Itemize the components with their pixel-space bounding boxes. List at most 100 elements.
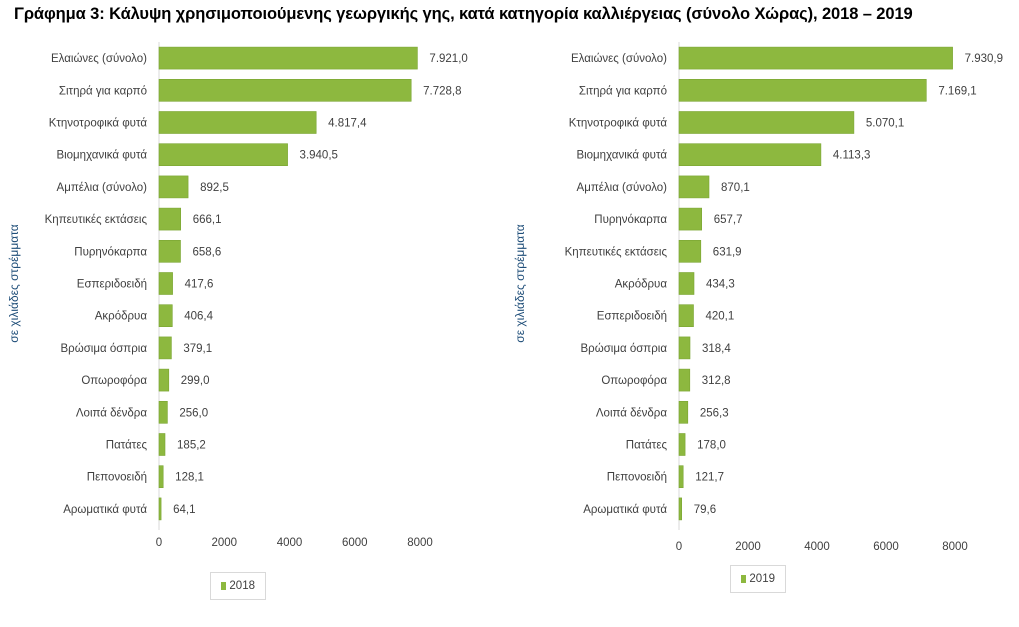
category-label: Πατάτες bbox=[626, 440, 668, 452]
data-label: 666,1 bbox=[193, 214, 222, 226]
y-axis-label: σε χιλιάδες στρέμματα bbox=[513, 224, 527, 342]
category-label: Κηπευτικές εκτάσεις bbox=[565, 246, 668, 258]
bar bbox=[158, 465, 164, 489]
data-label: 312,8 bbox=[702, 375, 731, 387]
x-tick-label: 6000 bbox=[873, 541, 899, 553]
x-tick-label: 2000 bbox=[735, 541, 761, 553]
category-label: Εσπεριδοειδή bbox=[77, 279, 147, 291]
data-label: 892,5 bbox=[200, 182, 229, 194]
bar bbox=[158, 46, 418, 70]
bar bbox=[158, 433, 166, 456]
bar bbox=[158, 240, 181, 263]
legend-2019: 2019 bbox=[730, 565, 786, 593]
category-label: Ακρόδρυα bbox=[615, 279, 668, 291]
x-tick-label: 2000 bbox=[211, 537, 237, 549]
bar bbox=[678, 143, 822, 166]
bar bbox=[158, 304, 173, 328]
bar bbox=[678, 400, 689, 424]
bar bbox=[678, 368, 691, 392]
category-label: Οπωροφόρα bbox=[601, 375, 667, 387]
data-label: 256,0 bbox=[179, 407, 208, 419]
data-label: 318,4 bbox=[702, 343, 731, 355]
bar bbox=[678, 497, 683, 521]
data-label: 657,7 bbox=[714, 214, 743, 226]
category-label: Λοιπά δένδρα bbox=[596, 407, 667, 419]
y-axis-label: σε χιλιάδες στρέμματα bbox=[7, 224, 21, 342]
x-tick-label: 0 bbox=[156, 537, 162, 549]
data-label: 64,1 bbox=[173, 504, 195, 516]
x-tick-label: 8000 bbox=[407, 537, 433, 549]
data-label: 178,0 bbox=[697, 440, 726, 452]
category-label: Βρώσιμα όσπρια bbox=[581, 343, 668, 355]
legend-swatch-2019 bbox=[741, 575, 747, 583]
category-label: Σιτηρά για καρπό bbox=[59, 85, 147, 97]
category-label: Κηπευτικές εκτάσεις bbox=[45, 214, 148, 226]
data-label: 7.169,1 bbox=[938, 85, 976, 97]
bar bbox=[678, 465, 684, 489]
data-label: 7.921,0 bbox=[429, 53, 467, 65]
data-label: 5.070,1 bbox=[866, 118, 904, 130]
data-label: 379,1 bbox=[183, 343, 212, 355]
category-label: Αμπέλια (σύνολο) bbox=[57, 182, 148, 194]
data-label: 417,6 bbox=[185, 279, 214, 291]
category-label: Βρώσιμα όσπρια bbox=[61, 343, 148, 355]
bar bbox=[158, 143, 288, 166]
category-label: Πυρηνόκαρπα bbox=[594, 214, 667, 226]
data-label: 434,3 bbox=[706, 279, 735, 291]
category-label: Κτηνοτροφικά φυτά bbox=[49, 118, 148, 130]
bar bbox=[678, 433, 686, 456]
data-label: 3.940,5 bbox=[300, 150, 338, 162]
data-label: 658,6 bbox=[192, 246, 221, 258]
category-label: Αρωματικά φυτά bbox=[583, 504, 667, 516]
legend-label-2018: 2018 bbox=[229, 580, 255, 592]
category-label: Πατάτες bbox=[106, 440, 148, 452]
category-label: Βιομηχανικά φυτά bbox=[56, 150, 147, 162]
bar bbox=[678, 336, 691, 360]
bar bbox=[158, 175, 189, 199]
category-label: Ελαιώνες (σύνολο) bbox=[51, 53, 147, 65]
category-label: Κτηνοτροφικά φυτά bbox=[569, 118, 668, 130]
legend-label-2019: 2019 bbox=[749, 573, 775, 585]
bar bbox=[678, 207, 703, 231]
legend-2018: 2018 bbox=[210, 572, 266, 600]
category-label: Πεπονοειδή bbox=[607, 472, 667, 484]
category-label: Ακρόδρυα bbox=[95, 311, 148, 323]
category-label: Εσπεριδοειδή bbox=[597, 311, 667, 323]
bar bbox=[158, 207, 182, 231]
category-label: Αμπέλια (σύνολο) bbox=[577, 182, 668, 194]
bar bbox=[678, 111, 855, 134]
bar bbox=[678, 175, 710, 199]
data-label: 4.113,3 bbox=[833, 150, 871, 162]
bar bbox=[678, 272, 695, 295]
category-label: Βιομηχανικά φυτά bbox=[576, 150, 667, 162]
bar bbox=[158, 497, 162, 521]
data-label: 128,1 bbox=[175, 472, 204, 484]
chart-title: Γράφημα 3: Κάλυψη χρησιμοποιούμενης γεωρ… bbox=[14, 5, 913, 23]
data-label: 299,0 bbox=[181, 375, 210, 387]
bar bbox=[158, 111, 317, 134]
data-label: 256,3 bbox=[700, 407, 729, 419]
category-label: Ελαιώνες (σύνολο) bbox=[571, 53, 667, 65]
x-tick-label: 8000 bbox=[942, 541, 968, 553]
x-tick-label: 6000 bbox=[342, 537, 368, 549]
data-label: 870,1 bbox=[721, 182, 750, 194]
bar bbox=[158, 79, 412, 102]
bar bbox=[158, 368, 170, 392]
category-label: Οπωροφόρα bbox=[81, 375, 147, 387]
data-label: 7.728,8 bbox=[423, 85, 461, 97]
data-label: 420,1 bbox=[705, 311, 734, 323]
category-label: Πυρηνόκαρπα bbox=[74, 246, 147, 258]
data-label: 185,2 bbox=[177, 440, 206, 452]
data-label: 79,6 bbox=[694, 504, 716, 516]
x-tick-label: 4000 bbox=[804, 541, 830, 553]
data-label: 631,9 bbox=[713, 246, 742, 258]
bar bbox=[158, 400, 168, 424]
category-label: Σιτηρά για καρπό bbox=[579, 85, 667, 97]
data-label: 121,7 bbox=[695, 472, 724, 484]
bar bbox=[158, 336, 172, 360]
category-label: Πεπονοειδή bbox=[87, 472, 147, 484]
data-label: 4.817,4 bbox=[328, 118, 367, 130]
bar bbox=[678, 46, 953, 70]
data-label: 7.930,9 bbox=[965, 53, 1003, 65]
